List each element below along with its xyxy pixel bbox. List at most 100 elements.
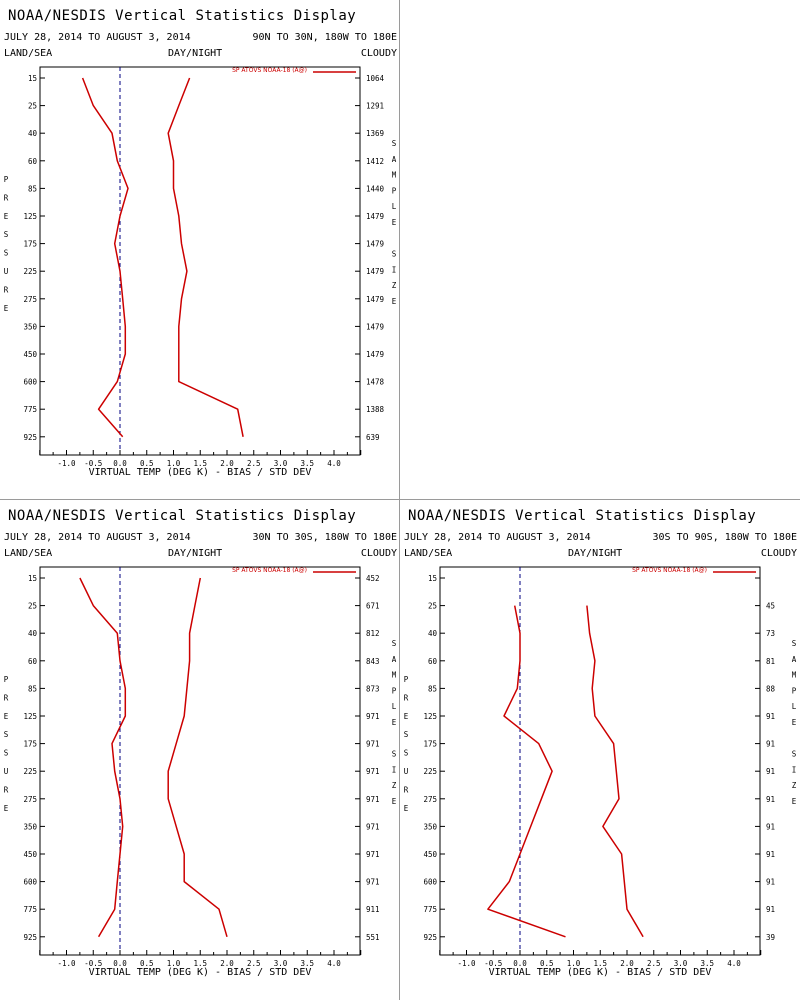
x-tick-label: 1.5 — [193, 959, 207, 968]
sample-size-label: 91 — [766, 740, 775, 749]
y2-axis-label-letter: L — [392, 702, 397, 711]
y2-axis-label-letter: P — [392, 686, 397, 695]
pressure-level-label: 775 — [423, 905, 437, 914]
sample-size-label: 1479 — [366, 350, 384, 359]
y2-axis-label-letter: L — [792, 702, 797, 711]
pressure-level-label: 275 — [423, 795, 437, 804]
y-axis-label-letter: E — [404, 804, 409, 813]
x-tick-label: 2.5 — [247, 459, 261, 468]
sample-size-label: 1291 — [366, 102, 384, 111]
y-axis-label-letter: E — [4, 212, 9, 221]
pressure-level-label: 275 — [23, 795, 37, 804]
y-axis-label-letter: P — [4, 675, 9, 684]
std-dev-series-line — [586, 605, 644, 938]
y2-axis-label-letter: P — [392, 186, 397, 195]
std-dev-series-line — [167, 577, 228, 938]
x-tick-label: 2.0 — [220, 959, 234, 968]
chart-panel-south: NOAA/NESDIS Vertical Statistics Display J… — [400, 500, 800, 1000]
pressure-level-label: 60 — [28, 157, 38, 166]
y2-axis-label-letter: A — [392, 155, 397, 164]
pressure-level-label: 40 — [28, 129, 38, 138]
pressure-level-label: 225 — [23, 267, 37, 276]
x-tick-label: 2.5 — [647, 959, 661, 968]
chart-svg-tropics: NOAA/NESDIS Vertical Statistics Display J… — [4, 508, 397, 978]
pressure-level-label: 15 — [28, 74, 37, 83]
land-sea-label: LAND/SEA — [4, 548, 52, 559]
y2-axis-label-letter: Z — [392, 781, 397, 790]
y-axis-label-letter: E — [4, 712, 9, 721]
x-tick-label: 2.0 — [220, 459, 234, 468]
legend-label: SP ATOVS NOAA-18 (A@) — [632, 567, 707, 574]
y2-axis-label-letter: S — [392, 250, 397, 259]
x-tick-label: 2.0 — [620, 959, 634, 968]
pressure-level-label: 15 — [28, 574, 37, 583]
sample-size-label: 1064 — [366, 74, 385, 83]
x-tick-label: 3.0 — [674, 959, 688, 968]
pressure-level-label: 125 — [23, 712, 37, 721]
y-axis-label-letter: E — [4, 304, 9, 313]
y2-axis-label-letter: S — [792, 750, 797, 759]
pressure-level-label: 275 — [23, 295, 37, 304]
bias-series-line — [79, 577, 127, 938]
sample-size-label: 88 — [766, 684, 776, 693]
y-axis-label-letter: E — [404, 712, 409, 721]
y2-axis-label-letter: I — [392, 265, 397, 274]
x-axis-label: VIRTUAL TEMP (DEG K) - BIAS / STD DEV — [89, 467, 312, 478]
legend-label: SP ATOVS NOAA-18 (A@) — [232, 67, 307, 74]
sample-size-label: 452 — [366, 574, 380, 583]
sample-size-label: 639 — [366, 433, 380, 442]
y2-axis-label-letter: A — [792, 655, 797, 664]
y2-axis-label-letter: S — [392, 639, 397, 648]
sample-size-label: 91 — [766, 712, 775, 721]
x-tick-label: 0.0 — [513, 959, 527, 968]
sample-size-label: 81 — [766, 657, 775, 666]
pressure-level-label: 60 — [28, 657, 38, 666]
y2-axis-label-letter: E — [392, 297, 397, 306]
sample-size-label: 911 — [366, 905, 380, 914]
sample-size-label: 1479 — [366, 295, 384, 304]
x-tick-label: -1.0 — [457, 959, 476, 968]
land-sea-label: LAND/SEA — [4, 48, 52, 59]
pressure-level-label: 450 — [23, 350, 37, 359]
sample-size-label: 971 — [366, 795, 380, 804]
pressure-level-label: 775 — [23, 905, 37, 914]
pressure-level-label: 175 — [23, 240, 37, 249]
sample-size-label: 843 — [366, 657, 380, 666]
y-axis-label-letter: R — [4, 693, 9, 702]
x-tick-label: -1.0 — [57, 459, 76, 468]
y-axis-label-letter: U — [404, 767, 409, 776]
y-axis-label-letter: R — [4, 785, 9, 794]
y2-axis-label-letter: P — [792, 686, 797, 695]
pressure-level-label: 40 — [428, 629, 438, 638]
sample-size-label: 1479 — [366, 322, 384, 331]
x-tick-label: 3.0 — [274, 959, 288, 968]
y2-axis-label-letter: I — [792, 765, 797, 774]
y-axis-label-letter: R — [4, 285, 9, 294]
x-tick-label: 2.5 — [247, 959, 261, 968]
pressure-level-label: 450 — [23, 850, 37, 859]
chart-svg-north: NOAA/NESDIS Vertical Statistics Display J… — [4, 8, 397, 478]
y-axis-label-letter: R — [404, 693, 409, 702]
pressure-level-label: 85 — [428, 684, 437, 693]
sample-size-label: 39 — [766, 933, 775, 942]
pressure-level-label: 225 — [423, 767, 437, 776]
sample-size-label: 812 — [366, 629, 380, 638]
y2-axis-label-letter: E — [792, 797, 797, 806]
y-axis-label-letter: P — [404, 675, 409, 684]
x-tick-label: 1.0 — [167, 459, 181, 468]
x-tick-label: 1.5 — [593, 959, 607, 968]
sample-size-label: 91 — [766, 795, 775, 804]
day-night-label: DAY/NIGHT — [168, 48, 222, 59]
chart-title: NOAA/NESDIS Vertical Statistics Display — [8, 508, 356, 524]
pressure-level-label: 600 — [423, 878, 437, 887]
y2-axis-label-letter: L — [392, 202, 397, 211]
date-range: JULY 28, 2014 TO AUGUST 3, 2014 — [4, 32, 191, 43]
plot-frame — [439, 566, 761, 956]
pressure-level-label: 350 — [423, 822, 437, 831]
pressure-level-label: 450 — [423, 850, 437, 859]
y-axis-label-letter: S — [4, 730, 9, 739]
y-axis-label-letter: P — [4, 175, 9, 184]
pressure-level-label: 350 — [23, 322, 37, 331]
legend-label: SP ATOVS NOAA-18 (A@) — [232, 567, 307, 574]
x-axis-label: VIRTUAL TEMP (DEG K) - BIAS / STD DEV — [489, 967, 712, 978]
